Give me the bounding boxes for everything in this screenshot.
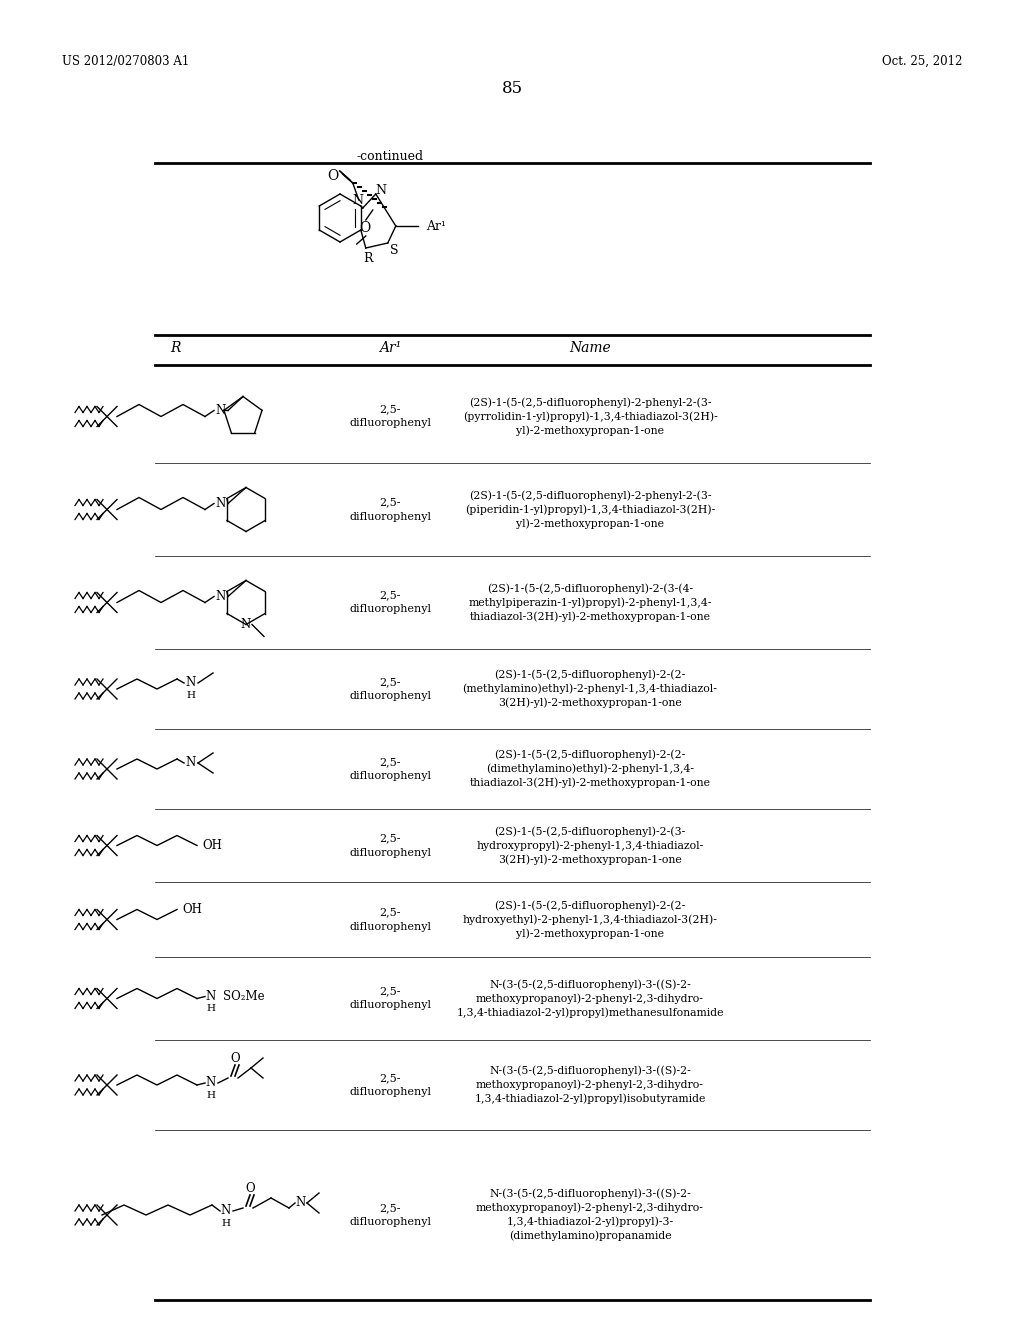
Text: N: N bbox=[375, 185, 386, 198]
Text: 2,5-
difluorophenyl: 2,5- difluorophenyl bbox=[349, 1203, 431, 1228]
Text: N: N bbox=[216, 590, 226, 603]
Text: OH: OH bbox=[182, 903, 202, 916]
Text: H: H bbox=[221, 1218, 230, 1228]
Text: N-(3-(5-(2,5-difluorophenyl)-3-((S)-2-
methoxypropanoyl)-2-phenyl-2,3-dihydro-
1: N-(3-(5-(2,5-difluorophenyl)-3-((S)-2- m… bbox=[474, 1065, 706, 1105]
Text: 2,5-
difluorophenyl: 2,5- difluorophenyl bbox=[349, 1073, 431, 1097]
Text: (2S)-1-(5-(2,5-difluorophenyl)-2-(2-
(dimethylamino)ethyl)-2-phenyl-1,3,4-
thiad: (2S)-1-(5-(2,5-difluorophenyl)-2-(2- (di… bbox=[469, 750, 711, 788]
Text: Ar¹: Ar¹ bbox=[426, 219, 445, 232]
Text: -continued: -continued bbox=[356, 150, 424, 162]
Text: S: S bbox=[389, 244, 398, 257]
Text: 2,5-
difluorophenyl: 2,5- difluorophenyl bbox=[349, 590, 431, 615]
Text: N: N bbox=[241, 618, 251, 631]
Text: (2S)-1-(5-(2,5-difluorophenyl)-2-(2-
hydroxyethyl)-2-phenyl-1,3,4-thiadiazol-3(2: (2S)-1-(5-(2,5-difluorophenyl)-2-(2- hyd… bbox=[463, 900, 718, 939]
Text: N: N bbox=[206, 1077, 216, 1089]
Text: N: N bbox=[186, 676, 197, 689]
Text: (2S)-1-(5-(2,5-difluorophenyl)-2-phenyl-2-(3-
(piperidin-1-yl)propyl)-1,3,4-thia: (2S)-1-(5-(2,5-difluorophenyl)-2-phenyl-… bbox=[465, 490, 715, 529]
Text: 2,5-
difluorophenyl: 2,5- difluorophenyl bbox=[349, 986, 431, 1011]
Text: O: O bbox=[359, 220, 371, 235]
Text: 2,5-
difluorophenyl: 2,5- difluorophenyl bbox=[349, 756, 431, 781]
Text: R: R bbox=[364, 252, 373, 264]
Text: OH: OH bbox=[202, 840, 222, 851]
Text: O: O bbox=[245, 1183, 255, 1196]
Text: (2S)-1-(5-(2,5-difluorophenyl)-2-(2-
(methylamino)ethyl)-2-phenyl-1,3,4-thiadiaz: (2S)-1-(5-(2,5-difluorophenyl)-2-(2- (me… bbox=[463, 669, 718, 709]
Text: N: N bbox=[216, 498, 226, 510]
Text: H: H bbox=[207, 1090, 215, 1100]
Text: O: O bbox=[327, 169, 338, 183]
Text: H: H bbox=[207, 1005, 215, 1012]
Text: 85: 85 bbox=[502, 81, 522, 96]
Text: N: N bbox=[352, 194, 364, 206]
Text: N: N bbox=[206, 990, 216, 1003]
Text: (2S)-1-(5-(2,5-difluorophenyl)-2-(3-(4-
methylpiperazin-1-yl)propyl)-2-phenyl-1,: (2S)-1-(5-(2,5-difluorophenyl)-2-(3-(4- … bbox=[468, 583, 712, 622]
Text: N: N bbox=[216, 404, 226, 417]
Text: 2,5-
difluorophenyl: 2,5- difluorophenyl bbox=[349, 404, 431, 429]
Text: 2,5-
difluorophenyl: 2,5- difluorophenyl bbox=[349, 677, 431, 701]
Text: Oct. 25, 2012: Oct. 25, 2012 bbox=[882, 55, 962, 69]
Text: H: H bbox=[186, 690, 196, 700]
Text: N-(3-(5-(2,5-difluorophenyl)-3-((S)-2-
methoxypropanoyl)-2-phenyl-2,3-dihydro-
1: N-(3-(5-(2,5-difluorophenyl)-3-((S)-2- m… bbox=[457, 979, 724, 1018]
Text: N: N bbox=[221, 1204, 231, 1217]
Text: N-(3-(5-(2,5-difluorophenyl)-3-((S)-2-
methoxypropanoyl)-2-phenyl-2,3-dihydro-
1: N-(3-(5-(2,5-difluorophenyl)-3-((S)-2- m… bbox=[476, 1189, 703, 1241]
Text: SO₂Me: SO₂Me bbox=[223, 990, 264, 1003]
Text: N: N bbox=[296, 1196, 306, 1209]
Text: 2,5-
difluorophenyl: 2,5- difluorophenyl bbox=[349, 498, 431, 521]
Text: Name: Name bbox=[569, 341, 611, 355]
Text: (2S)-1-(5-(2,5-difluorophenyl)-2-phenyl-2-(3-
(pyrrolidin-1-yl)propyl)-1,3,4-thi: (2S)-1-(5-(2,5-difluorophenyl)-2-phenyl-… bbox=[463, 397, 718, 436]
Text: Ar¹: Ar¹ bbox=[379, 341, 401, 355]
Text: N: N bbox=[186, 756, 197, 770]
Text: R: R bbox=[170, 341, 180, 355]
Text: 2,5-
difluorophenyl: 2,5- difluorophenyl bbox=[349, 833, 431, 858]
Text: US 2012/0270803 A1: US 2012/0270803 A1 bbox=[62, 55, 189, 69]
Text: O: O bbox=[230, 1052, 240, 1065]
Text: 2,5-
difluorophenyl: 2,5- difluorophenyl bbox=[349, 908, 431, 932]
Text: (2S)-1-(5-(2,5-difluorophenyl)-2-(3-
hydroxypropyl)-2-phenyl-1,3,4-thiadiazol-
3: (2S)-1-(5-(2,5-difluorophenyl)-2-(3- hyd… bbox=[476, 826, 703, 865]
